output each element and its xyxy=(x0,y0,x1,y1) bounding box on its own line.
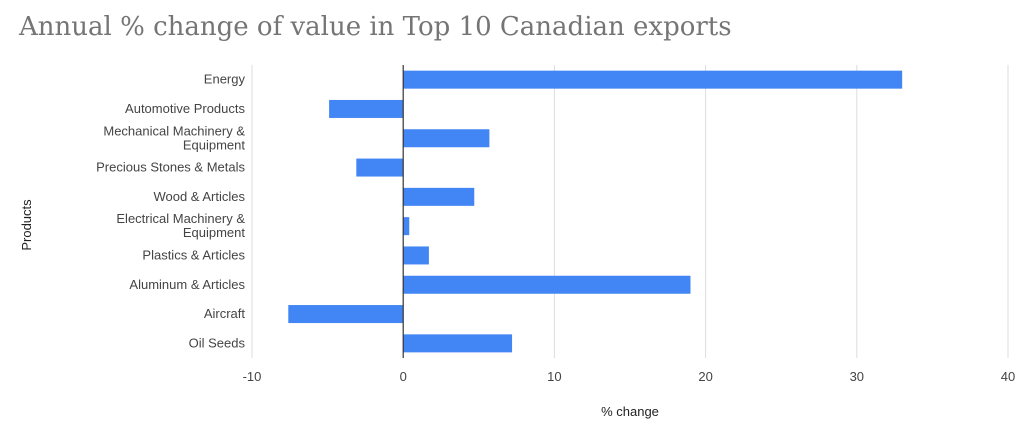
category-label: Wood & Articles xyxy=(153,189,245,204)
bar xyxy=(403,246,429,265)
x-tick-labels: -10 0 10 20 30 40 xyxy=(243,369,1016,384)
category-label: Oil Seeds xyxy=(189,335,246,350)
category-label: Automotive Products xyxy=(125,101,245,116)
x-axis-title: % change xyxy=(601,404,659,419)
bar xyxy=(403,129,490,148)
x-tick-label: 40 xyxy=(1001,369,1015,384)
chart-title: Annual % change of value in Top 10 Canad… xyxy=(19,12,732,42)
x-tick-label: 0 xyxy=(400,369,407,384)
category-label: Energy xyxy=(204,72,246,87)
category-labels: Energy Automotive Products Mechanical Mach… xyxy=(96,72,245,351)
bar xyxy=(356,158,404,177)
x-tick-label: 10 xyxy=(547,369,561,384)
grid-lines xyxy=(251,65,1009,358)
category-label: Mechanical Machinery & Equipment xyxy=(103,123,245,152)
bar xyxy=(403,187,475,206)
bar xyxy=(288,305,404,324)
bar xyxy=(403,334,513,353)
x-tick-label: -10 xyxy=(243,369,262,384)
category-label: Precious Stones & Metals xyxy=(96,160,245,175)
x-tick-label: 30 xyxy=(850,369,864,384)
x-tick-label: 20 xyxy=(698,369,712,384)
bar xyxy=(403,275,691,294)
bars xyxy=(288,70,903,353)
y-axis-title: Products xyxy=(19,199,34,251)
bar xyxy=(403,217,410,236)
bar xyxy=(329,99,404,118)
category-label: Plastics & Articles xyxy=(142,247,245,262)
category-label: Electrical Machinery & Equipment xyxy=(116,211,245,240)
category-label: Aluminum & Articles xyxy=(129,277,245,292)
bar xyxy=(403,70,903,89)
category-label: Aircraft xyxy=(204,306,246,321)
